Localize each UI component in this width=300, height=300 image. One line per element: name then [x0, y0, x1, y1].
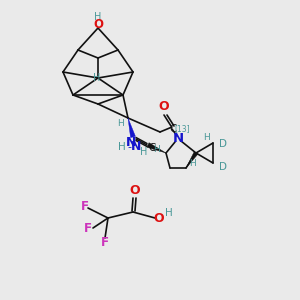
Text: N: N [126, 136, 136, 148]
Text: H: H [154, 146, 160, 154]
Text: F: F [84, 221, 92, 235]
Text: H: H [118, 142, 126, 152]
Text: H: H [94, 12, 102, 22]
Text: -: - [127, 142, 131, 152]
Text: N: N [131, 140, 141, 154]
Text: N: N [172, 133, 184, 146]
Text: F: F [101, 236, 109, 250]
Text: H: H [204, 133, 210, 142]
Text: C: C [169, 124, 177, 134]
Text: O: O [130, 184, 140, 196]
Text: O: O [159, 100, 169, 113]
Text: O: O [154, 212, 164, 224]
Text: H: H [165, 208, 173, 218]
Text: F: F [81, 200, 89, 212]
Polygon shape [128, 118, 135, 138]
Text: D: D [219, 162, 227, 172]
Polygon shape [147, 143, 166, 153]
Text: O: O [93, 17, 103, 31]
Text: C: C [148, 143, 156, 153]
Text: [13]: [13] [174, 124, 190, 134]
Text: D: D [219, 139, 227, 149]
Text: H: H [93, 73, 101, 83]
Polygon shape [186, 152, 198, 168]
Text: H: H [117, 118, 123, 127]
Text: H: H [190, 158, 196, 167]
Text: H: H [140, 147, 148, 157]
